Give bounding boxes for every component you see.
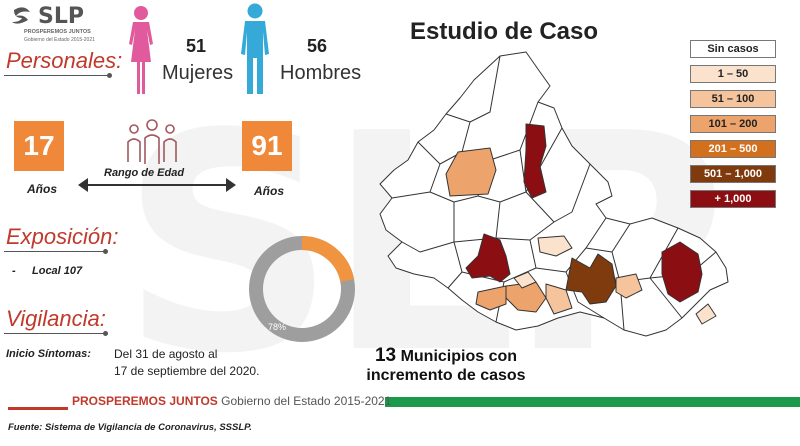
municipality-501-1000-central xyxy=(565,253,617,305)
municipality-plus-1000-east xyxy=(661,241,703,303)
municipality-plus-1000-north xyxy=(523,123,547,199)
footer-brand: PROSPEREMOS JUNTOS Gobierno del Estado 2… xyxy=(72,394,391,408)
source-note: Fuente: Sistema de Vigilancia de Coronav… xyxy=(8,422,252,433)
increment-text: Municipios con xyxy=(400,348,518,365)
age-range-arrow xyxy=(84,184,230,186)
map-municipality-borders xyxy=(391,55,717,331)
municipality-51-100-south xyxy=(545,283,573,315)
legend-item-51-100: 51 – 100 xyxy=(690,90,776,108)
legend-item-sin-casos: Sin casos xyxy=(690,40,776,58)
footer-red-line xyxy=(8,407,68,410)
hombres-label: Hombres xyxy=(280,62,362,84)
hombres-count: 56 xyxy=(307,36,328,56)
age-max-box: 91 xyxy=(242,121,292,171)
municipality-1-50-central xyxy=(537,235,573,257)
footer-brand-gobierno: Gobierno del Estado 2015-2021 xyxy=(221,394,392,408)
slp-logo-mark-icon xyxy=(12,7,30,24)
increment-count: 13 xyxy=(374,345,397,366)
age-range-label: Rango de Edad xyxy=(104,167,185,179)
exposicion-title: Exposición: xyxy=(6,224,119,249)
age-min-box: 17 xyxy=(14,121,64,171)
people-group-icon xyxy=(127,119,177,164)
footer-green-bar xyxy=(385,397,800,407)
donut-chart: 78% xyxy=(249,236,355,342)
slp-logo: SLP PROSPEREMOS JUNTOS Gobierno del Esta… xyxy=(10,4,100,48)
exposicion-bullet: - xyxy=(12,265,16,277)
vigilancia-title: Vigilancia: xyxy=(6,306,106,331)
municipality-101-200-west xyxy=(445,147,497,197)
donut-label: 78% xyxy=(268,322,286,332)
inicio-sintomas-value-2: 17 de septiembre del 2020. xyxy=(114,364,260,378)
municipality-1-50-south xyxy=(513,271,537,289)
footer-brand-prosperemos: PROSPEREMOS JUNTOS xyxy=(72,394,218,408)
logo-text: SLP xyxy=(38,4,84,29)
municipality-101-200-south-2 xyxy=(475,285,507,311)
municipality-plus-1000-capital xyxy=(465,233,511,283)
personales-underline xyxy=(4,73,112,78)
increment-note: 13 Municipios con incremento de casos xyxy=(356,346,536,385)
slp-municipalities-map xyxy=(379,51,729,337)
donut-accent-arc xyxy=(301,236,355,283)
arrow-left-icon xyxy=(78,178,88,192)
legend-item-plus-1000: + 1,000 xyxy=(690,190,776,208)
legend-item-1-50: 1 – 50 xyxy=(690,65,776,83)
legend-item-101-200: 101 – 200 xyxy=(690,115,776,133)
inicio-sintomas-value-1: Del 31 de agosto al xyxy=(114,347,218,361)
mujeres-count: 51 xyxy=(186,36,207,56)
arrow-right-icon xyxy=(226,178,236,192)
vigilancia-underline xyxy=(4,331,108,336)
logo-subtitle: Gobierno del Estado 2015-2021 xyxy=(24,37,95,43)
map-title: Estudio de Caso xyxy=(410,18,599,45)
male-figure-icon xyxy=(241,3,269,94)
logo-tagline: PROSPEREMOS JUNTOS xyxy=(24,29,91,35)
municipality-51-100-east xyxy=(615,273,643,299)
exposicion-item: Local 107 xyxy=(32,265,83,277)
increment-text-2: incremento de casos xyxy=(366,367,526,384)
female-figure-icon xyxy=(129,6,153,94)
exposicion-underline xyxy=(4,249,108,254)
municipality-1-50-huasteca xyxy=(695,303,717,325)
age-min-unit: Años xyxy=(27,182,57,196)
map-state-outline xyxy=(379,51,729,337)
map-legend: Sin casos 1 – 50 51 – 100 101 – 200 201 … xyxy=(690,40,776,215)
age-max-unit: Años xyxy=(254,184,284,198)
inicio-sintomas-label: Inicio Síntomas: xyxy=(6,348,91,360)
mujeres-label: Mujeres xyxy=(162,62,234,84)
personales-title: Personales: xyxy=(6,48,123,73)
legend-item-201-500: 201 – 500 xyxy=(690,140,776,158)
legend-item-501-1000: 501 – 1,000 xyxy=(690,165,776,183)
